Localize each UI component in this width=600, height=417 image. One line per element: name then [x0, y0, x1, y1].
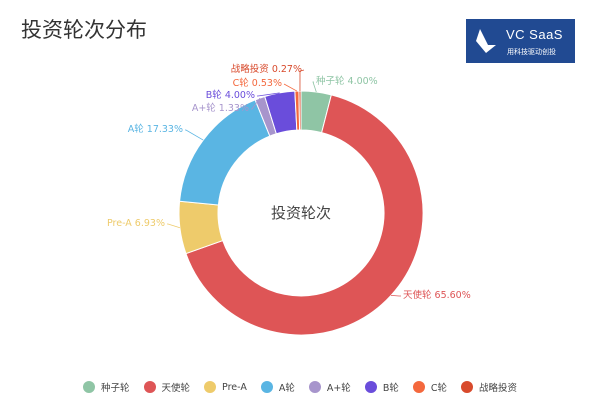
legend-dot-icon [82, 381, 95, 393]
data-label-C轮: C轮 0.53% [233, 77, 282, 89]
legend-label: 种子轮 [100, 383, 130, 394]
logo-tagline: 用科技驱动创投 [507, 48, 556, 56]
legend-dot-icon [260, 381, 273, 393]
data-label-战略投资: 战略投资 0.27% [231, 63, 302, 75]
legend-dot-icon [364, 381, 377, 393]
leader-line-种子轮 [312, 81, 317, 93]
slice-A轮[interactable] [179, 99, 271, 206]
leader-line-Pre-A [167, 223, 181, 229]
leader-line-A轮 [185, 129, 204, 141]
data-label-Pre-A: Pre-A 6.93% [107, 218, 165, 229]
legend-dot-icon [143, 381, 156, 393]
data-label-天使轮: 天使轮 65.60% [403, 289, 471, 301]
logo-text: VC SaaS [506, 27, 563, 42]
leader-line-天使轮 [390, 295, 401, 297]
legend-item-C轮[interactable]: C轮 [412, 380, 447, 394]
leader-line-C轮 [283, 83, 298, 92]
slice-战略投资[interactable] [298, 90, 302, 131]
slice-天使轮[interactable] [185, 94, 424, 336]
legend-label: Pre-A [222, 381, 247, 393]
legend-label: 天使轮 [161, 383, 191, 394]
legend-item-Pre-A[interactable]: Pre-A [204, 380, 247, 394]
leader-line-B轮 [257, 92, 280, 97]
data-label-A轮: A轮 17.33% [128, 123, 183, 135]
legend-item-天使轮[interactable]: 天使轮 [143, 380, 191, 394]
logo-mark-icon [476, 29, 496, 53]
legend-label: B轮 [382, 383, 399, 394]
legend-dot-icon [204, 381, 217, 393]
data-label-B轮: B轮 4.00% [206, 89, 255, 101]
legend-item-B轮[interactable]: B轮 [364, 380, 399, 394]
legend-label: 战略投资 [478, 383, 517, 394]
vc-saas-logo: VC SaaS 用科技驱动创投 [466, 19, 575, 63]
legend-item-战略投资[interactable]: 战略投资 [460, 380, 517, 394]
legend-label: A+轮 [326, 383, 351, 394]
center-label: 投资轮次 [271, 204, 331, 222]
legend-dot-icon [412, 381, 425, 393]
leader-line-战略投资 [299, 69, 305, 92]
chart-title: 投资轮次分布 [21, 18, 147, 42]
legend-item-A轮[interactable]: A轮 [260, 380, 295, 394]
data-label-A+轮: A+轮 1.33% [192, 102, 249, 114]
legend-dot-icon [460, 381, 473, 393]
legend-label: A轮 [278, 383, 295, 394]
leader-line-A+轮 [251, 97, 261, 110]
legend-item-种子轮[interactable]: 种子轮 [82, 380, 130, 394]
legend-label: C轮 [430, 383, 447, 394]
chart-legend: 种子轮 天使轮 Pre-A A轮 A+轮 B轮 C轮 战略投资 [0, 380, 600, 394]
legend-item-A+轮[interactable]: A+轮 [308, 380, 351, 394]
data-label-种子轮: 种子轮 4.00% [316, 75, 378, 87]
legend-dot-icon [308, 381, 321, 393]
